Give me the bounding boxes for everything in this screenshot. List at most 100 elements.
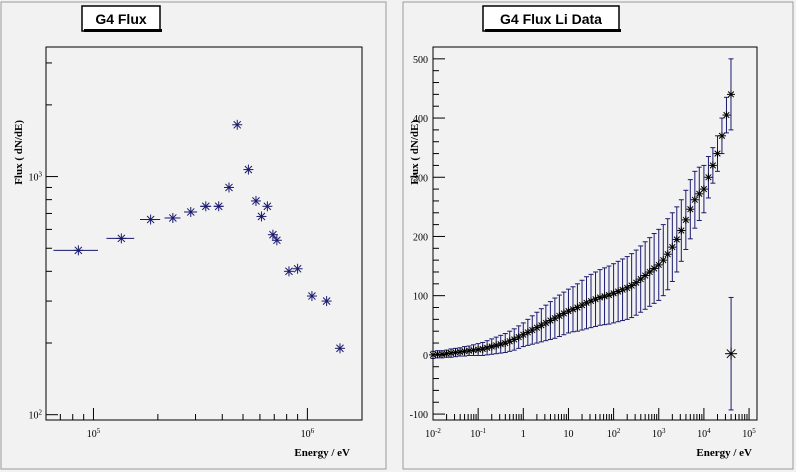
data-point (283, 266, 294, 277)
data-point (267, 229, 278, 240)
y-tick-label: -100 (410, 410, 428, 421)
data-point (641, 271, 650, 280)
data-point (704, 173, 713, 182)
data-point (334, 343, 345, 354)
data-point (223, 182, 234, 193)
data-point (717, 131, 726, 140)
left-plot-frame (45, 46, 363, 421)
data-point-stroke (723, 111, 730, 119)
data-point (636, 275, 645, 284)
data-point (668, 243, 677, 252)
data-point (659, 256, 668, 265)
data-point (708, 161, 717, 170)
data-point (650, 264, 659, 273)
left-data-marks (53, 119, 345, 354)
x-tick-label: 103 (652, 427, 666, 440)
data-point-stroke (146, 215, 155, 224)
data-point-stroke (682, 216, 690, 224)
data-point-stroke (201, 202, 210, 211)
y-tick-label: 0 (423, 351, 428, 362)
data-point-stroke (641, 272, 649, 279)
data-point-stroke (447, 349, 455, 357)
data-point-stroke (687, 206, 694, 213)
data-point-stroke (443, 350, 450, 357)
data-point-stroke (465, 347, 473, 354)
data-point (681, 215, 690, 224)
data-point-stroke (322, 297, 331, 305)
x-tick-label: 102 (607, 427, 621, 440)
data-point-stroke (479, 345, 486, 353)
data-point-stroke (117, 234, 126, 243)
data-point (145, 214, 156, 225)
left-chart-title: G4 Flux (95, 11, 147, 27)
data-point (677, 226, 686, 235)
data-point (722, 111, 731, 120)
x-tick-label: 104 (697, 427, 711, 440)
y-tick-label: 100 (413, 292, 428, 303)
data-point (243, 164, 254, 175)
data-point (496, 340, 505, 349)
data-point-stroke (678, 227, 685, 234)
data-point (483, 343, 492, 352)
right-y-axis-label: Flux ( dN/dE) (409, 120, 421, 185)
data-point (686, 205, 695, 214)
x-tick-label: 105 (87, 427, 101, 440)
data-point-stroke (726, 349, 736, 359)
x-tick-label: 1 (521, 429, 526, 440)
x-tick-label: 105 (742, 427, 756, 440)
data-point (213, 201, 224, 212)
data-point-stroke (664, 251, 671, 258)
data-point-stroke (646, 268, 653, 276)
right-axes: 10-2 10-1 1 10 102 103 104 105 -100 0 100 200 300 400… (410, 55, 757, 440)
data-point (672, 235, 681, 244)
data-point-stroke (691, 196, 699, 203)
data-point-stroke (632, 279, 640, 286)
y-tick-label: 300 (413, 173, 428, 184)
y-tick-label: 200 (413, 232, 428, 243)
y-tick-label: 102 (29, 409, 43, 422)
y-tick-label: 500 (413, 55, 428, 66)
data-point-stroke (285, 267, 293, 276)
left-axes: 105 106 102 103 (29, 62, 315, 440)
data-point-stroke (186, 208, 195, 216)
data-point-stroke (308, 292, 316, 300)
data-point-stroke (429, 351, 437, 359)
right-plot-frame (432, 46, 758, 421)
data-point (200, 201, 211, 212)
data-point (185, 206, 196, 217)
x-tick-label: 10-1 (470, 427, 486, 440)
data-point (627, 281, 636, 290)
x-tick-label: 10 (563, 429, 573, 440)
data-point-stroke (650, 265, 658, 272)
data-point-stroke (700, 185, 708, 193)
data-point (73, 245, 84, 256)
data-point-stroke (705, 174, 712, 181)
data-point (699, 185, 708, 194)
data-point (116, 233, 127, 244)
data-point-stroke (461, 348, 468, 355)
data-point-stroke (293, 264, 302, 273)
data-point-stroke (673, 236, 680, 243)
data-point (271, 235, 282, 246)
data-point-stroke (244, 165, 253, 174)
data-point (306, 291, 317, 302)
left-title-box: G4 Flux (81, 5, 162, 32)
data-point-stroke (727, 91, 735, 98)
data-point-stroke (637, 275, 644, 283)
right-chart-title: G4 Flux Li Data (500, 11, 602, 27)
left-y-axis-label: Flux ( dN/dE) (13, 120, 25, 185)
data-point (632, 278, 641, 287)
data-point-stroke (456, 348, 464, 356)
data-point-stroke (257, 212, 266, 221)
data-point (262, 201, 273, 212)
data-point-stroke (438, 351, 446, 358)
data-point (321, 296, 332, 307)
right-data-marks (429, 58, 738, 411)
data-point-stroke (660, 256, 667, 264)
right-title-box: G4 Flux Li Data (482, 5, 621, 32)
data-point-stroke (336, 344, 344, 353)
x-tick-label: 10-2 (425, 427, 441, 440)
data-point (725, 347, 738, 360)
right-x-axis-label: Energy / eV (696, 447, 752, 459)
